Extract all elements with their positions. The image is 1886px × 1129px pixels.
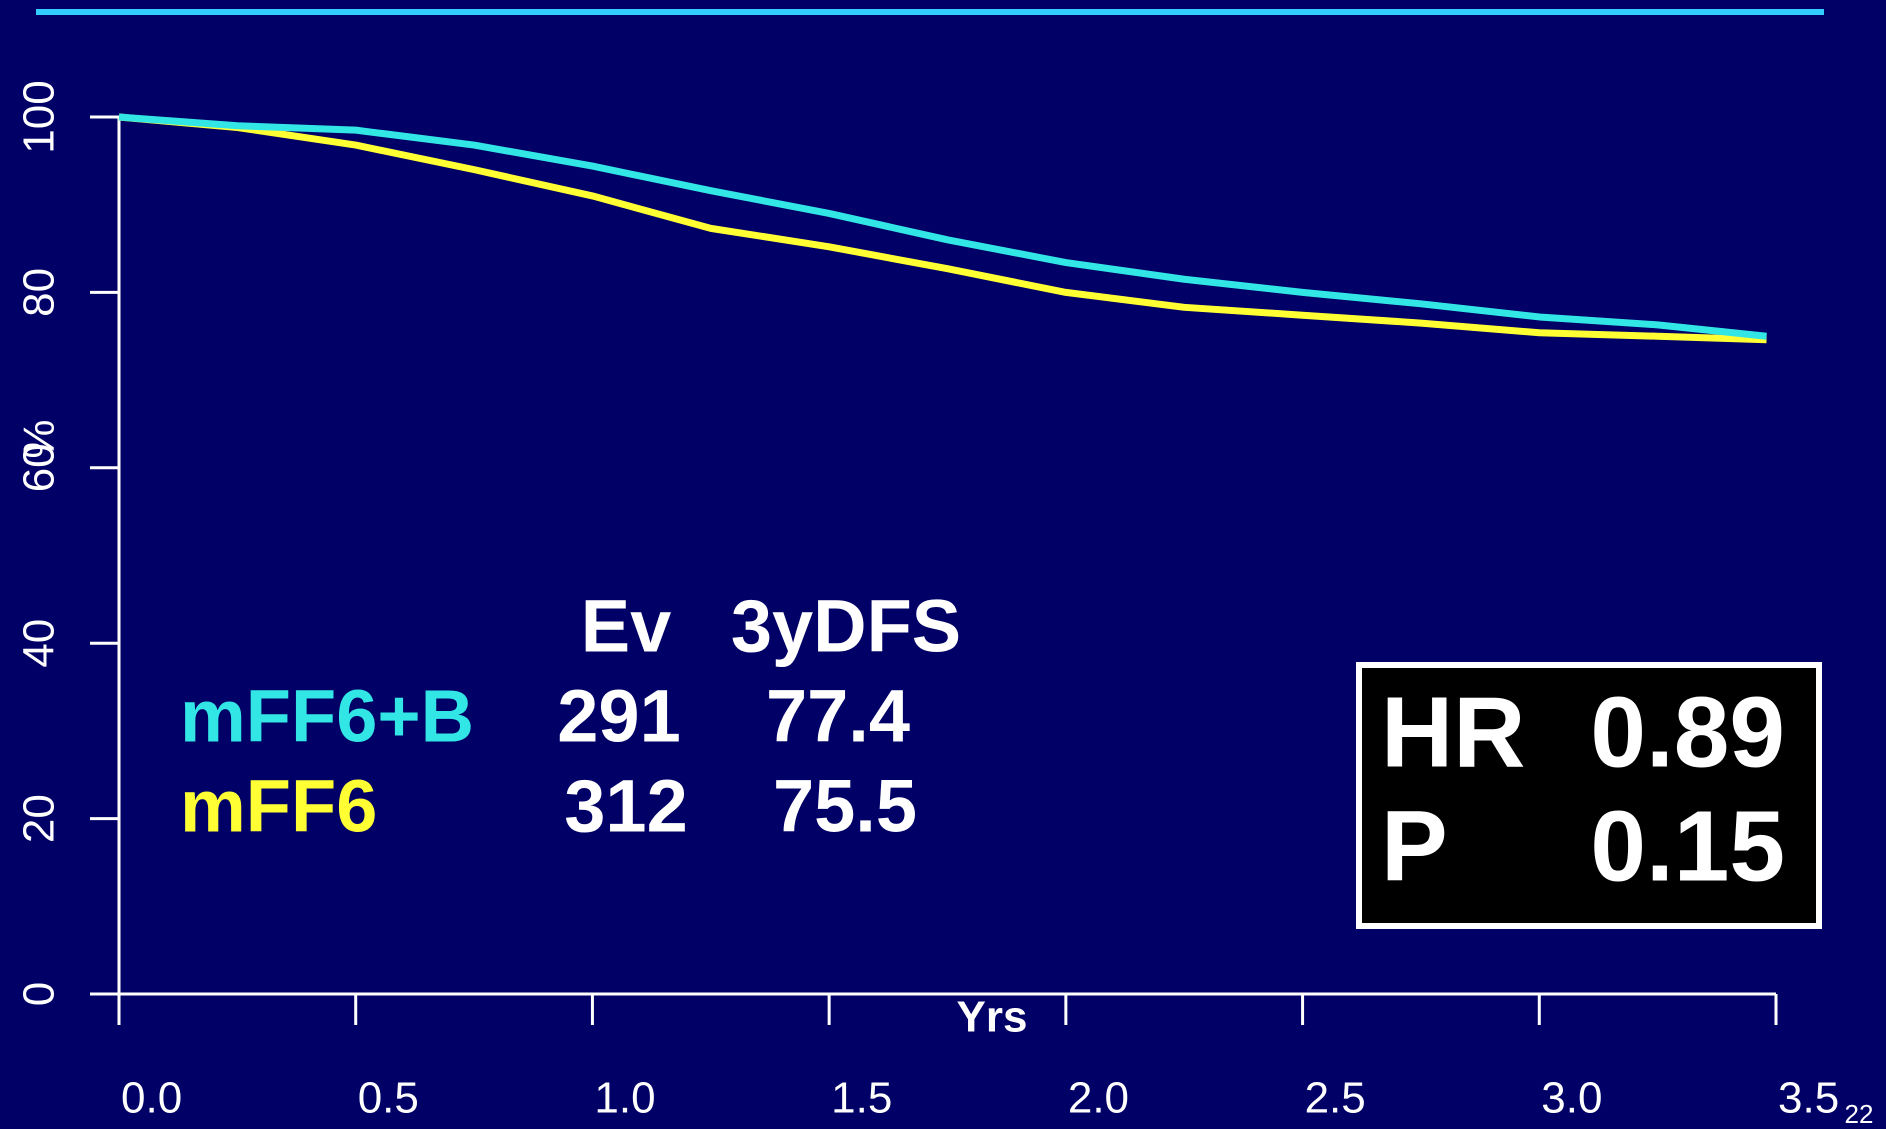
x-axis-label: Yrs bbox=[957, 993, 1028, 1042]
row-name: mFF6+B bbox=[180, 675, 474, 758]
x-tick-label: 3.0 bbox=[1541, 1074, 1602, 1123]
x-tick-label: 3.5 bbox=[1778, 1074, 1839, 1123]
y-tick-label: 0 bbox=[15, 982, 64, 1006]
y-axis-label: % bbox=[15, 419, 64, 458]
row-name: mFF6 bbox=[180, 765, 377, 848]
y-tick-label: 40 bbox=[15, 619, 64, 668]
y-tick-label: 20 bbox=[15, 794, 64, 843]
stat-value: 0.15 bbox=[1590, 790, 1785, 902]
table-header: 3yDFS bbox=[731, 585, 961, 668]
stat-value: 0.89 bbox=[1590, 676, 1785, 788]
row-value: 75.5 bbox=[773, 765, 917, 848]
x-tick-label: 0.0 bbox=[121, 1074, 182, 1123]
survival-curve bbox=[118, 113, 1767, 344]
y-tick-label: 100 bbox=[15, 80, 64, 153]
y-tick-label: 80 bbox=[15, 268, 64, 317]
row-value: 312 bbox=[564, 765, 687, 848]
stat-label: HR bbox=[1381, 676, 1525, 788]
x-tick-label: 1.5 bbox=[831, 1074, 892, 1123]
table-header: Ev bbox=[581, 585, 672, 668]
x-tick-label: 2.0 bbox=[1068, 1074, 1129, 1123]
x-tick-label: 1.0 bbox=[594, 1074, 655, 1123]
x-tick-label: 0.5 bbox=[358, 1074, 419, 1123]
y-tick-label: 60 bbox=[15, 443, 64, 492]
row-value: 291 bbox=[557, 675, 680, 758]
x-tick-label: 2.5 bbox=[1305, 1074, 1366, 1123]
stats-box bbox=[1356, 662, 1822, 929]
row-value: 77.4 bbox=[766, 675, 910, 758]
page-number: 22 bbox=[1845, 1099, 1874, 1129]
stat-label: P bbox=[1381, 790, 1448, 902]
survival-curve bbox=[118, 113, 1767, 340]
